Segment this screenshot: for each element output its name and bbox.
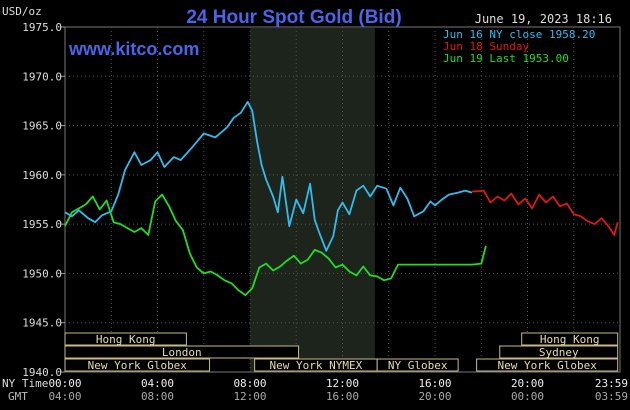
series-line — [471, 189, 619, 236]
session-label: New York Globex — [497, 359, 597, 372]
x-tick-label-ny: 23:59 — [595, 377, 628, 390]
session-bar — [376, 358, 459, 372]
session-label: London — [162, 346, 202, 359]
session-bar — [476, 358, 619, 372]
session-label: NY Globex — [388, 359, 448, 372]
session-label: Sydney — [539, 346, 579, 359]
session-bar — [64, 345, 300, 359]
gmt-label: GMT — [8, 390, 28, 403]
y-tick-label: 1940.0 — [22, 366, 62, 379]
y-tick-label: 1965.0 — [22, 120, 62, 133]
timestamp: June 19, 2023 18:16 — [475, 12, 612, 26]
x-tick-label-ny: 00:00 — [48, 377, 81, 390]
y-axis-label: USD/oz — [2, 5, 42, 18]
session-bar — [521, 332, 619, 346]
legend-item-last: Jun 19 Last 1953.00 — [443, 52, 569, 65]
session-label: Hong Kong — [96, 333, 156, 346]
price-series — [64, 101, 619, 297]
session-bar — [64, 332, 187, 346]
x-tick-label-ny: 20:00 — [511, 377, 544, 390]
y-tick-label: 1975.0 — [22, 21, 62, 34]
x-tick-label-gmt: 16:00 — [326, 390, 359, 403]
chart-title: 24 Hour Spot Gold (Bid) — [186, 7, 401, 28]
x-tick-label-ny: 16:00 — [418, 377, 451, 390]
y-tick-label: 1970.0 — [22, 70, 62, 83]
x-tick-label-ny: 08:00 — [233, 377, 266, 390]
legend-item-ny-close: Jun 16 NY close 1958.20 — [443, 28, 595, 41]
y-tick-label: 1950.0 — [22, 267, 62, 280]
y-tick-label: 1945.0 — [22, 317, 62, 330]
session-label: Hong Kong — [540, 333, 600, 346]
ny-time-label: NY Time — [2, 377, 48, 390]
x-tick-label-gmt: 20:00 — [418, 390, 451, 403]
session-label: New York Globex — [88, 359, 188, 372]
session-bar — [64, 358, 211, 372]
x-tick-label-gmt: 12:00 — [233, 390, 266, 403]
y-tick-label: 1955.0 — [22, 218, 62, 231]
x-axis-ticks: 00:0004:0004:0008:0008:0012:0012:0016:00… — [48, 377, 628, 403]
session-bar — [499, 345, 619, 359]
session-label: New York NYMEX — [270, 359, 363, 372]
x-tick-label-ny: 04:00 — [141, 377, 174, 390]
x-tick-label-gmt: 08:00 — [141, 390, 174, 403]
legend: Jun 16 NY close 1958.20 Jun 18 Sunday Ju… — [443, 28, 595, 65]
series-line — [64, 193, 487, 297]
y-axis-ticks: 1975.0 1970.0 1965.0 1960.0 1955.0 1950.0 1945… — [22, 21, 65, 379]
watermark: www.kitco.com — [68, 39, 199, 59]
x-tick-label-ny: 12:00 — [326, 377, 359, 390]
x-tick-label-gmt: 03:59 — [595, 390, 628, 403]
series-line — [64, 101, 473, 252]
x-tick-label-gmt: 04:00 — [48, 390, 81, 403]
legend-item-sunday: Jun 18 Sunday — [443, 40, 529, 53]
x-tick-label-gmt: 00:00 — [511, 390, 544, 403]
y-tick-label: 1960.0 — [22, 169, 62, 182]
